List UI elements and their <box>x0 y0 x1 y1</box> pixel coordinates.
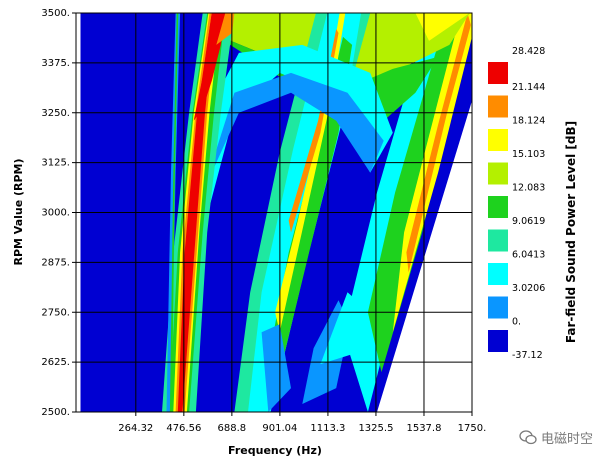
contour-band-upper-light <box>415 13 470 41</box>
x-tick-label: 476.56 <box>166 423 201 434</box>
colorbar-level-label: 12.083 <box>512 183 545 194</box>
y-tick-label: 3500. <box>41 8 70 19</box>
y-axis-ticks: 2500. 2625. 2750. 2875. 3000. 3125. 3250. 3375.… <box>41 8 76 418</box>
x-tick-label: 1325.5 <box>358 423 393 434</box>
contour-band-order2-pocket3 <box>261 324 291 412</box>
contour-band-order3-ridge <box>406 13 471 273</box>
colorbar-swatch <box>488 263 508 285</box>
y-axis-label: RPM Value (RPM) <box>12 158 25 265</box>
x-tick-label: 264.32 <box>118 423 153 434</box>
x-tick-label: 1750. <box>458 423 487 434</box>
y-tick-label: 3375. <box>41 58 70 69</box>
watermark: 电磁时空 <box>519 428 593 447</box>
colorbar-swatch <box>488 196 508 218</box>
y-tick-label: 3250. <box>41 108 70 119</box>
x-tick-label: 901.04 <box>262 423 297 434</box>
grid-lines <box>76 13 472 412</box>
colorbar-level-label: 15.103 <box>512 149 545 160</box>
contour-band-order1-blue <box>202 72 384 193</box>
colorbar-swatch <box>488 330 508 352</box>
y-tick-label: 2500. <box>41 407 70 418</box>
colorbar-label: Far-field Sound Power Level [dB] <box>564 121 578 343</box>
colorbar-level-label: 6.0413 <box>512 250 545 261</box>
wechat-icon <box>519 430 537 445</box>
colorbar-swatch <box>488 162 508 185</box>
colorbar-level-label: 3.0206 <box>512 283 545 294</box>
contour-band-order1-orangetop <box>216 13 235 45</box>
colorbar-swatch <box>488 296 508 319</box>
colorbar-level-label: 21.144 <box>512 82 545 93</box>
x-tick-label: 688.8 <box>218 423 247 434</box>
x-tick-label: 1537.8 <box>406 423 441 434</box>
y-tick-label: 2625. <box>41 357 70 368</box>
colorbar-legend: 28.428 21.144 18.124 15.103 12.083 9.0619 6.04… <box>488 46 545 361</box>
colorbar-swatch <box>488 62 508 84</box>
colorbar-level-label: -37.12 <box>512 350 543 361</box>
colorbar-swatch <box>488 129 508 151</box>
contour-band-order1-redtop <box>193 13 226 121</box>
contour-band-order2-green <box>266 36 353 393</box>
y-tick-label: 3000. <box>41 208 70 219</box>
x-axis-ticks: 264.32 476.56 688.8 901.04 1113.3 1325.5 1537.… <box>118 412 486 434</box>
y-tick-label: 2875. <box>41 257 70 268</box>
contour-band-order2-core <box>288 29 339 233</box>
x-axis-label: Frequency (Hz) <box>228 444 322 457</box>
y-tick-label: 2750. <box>41 307 70 318</box>
colorbar-level-label: 28.428 <box>512 46 545 57</box>
contour-band-empty <box>377 100 472 412</box>
contour-band-order2-pocket2 <box>320 292 366 365</box>
colorbar-level-label: 18.124 <box>512 116 545 127</box>
colorbar-level-label: 9.0619 <box>512 216 545 227</box>
x-tick-label: 1113.3 <box>310 423 345 434</box>
colorbar-swatch <box>488 229 508 252</box>
watermark-text: 电磁时空 <box>540 432 593 447</box>
y-tick-label: 3125. <box>41 158 70 169</box>
colorbar-swatch <box>488 95 508 118</box>
colorbar-level-label: 0. <box>512 317 521 328</box>
